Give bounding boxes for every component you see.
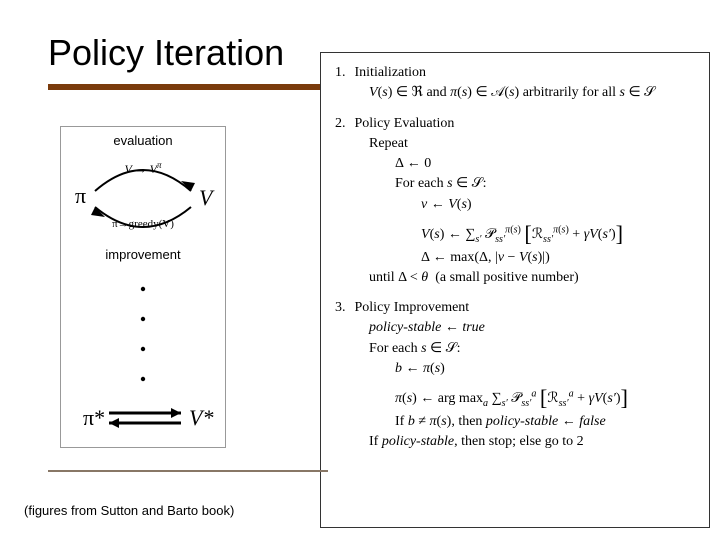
improve-map-label: π→greedy(V) bbox=[112, 218, 174, 230]
evaluation-label: evaluation bbox=[113, 133, 172, 148]
step-3-last: If policy-stable, then stop; else go to … bbox=[369, 432, 699, 452]
step-2-repeat: Repeat bbox=[369, 134, 699, 154]
step-2-vgets: v ← V(s) bbox=[421, 195, 699, 215]
figure-credit: (figures from Sutton and Barto book) bbox=[24, 503, 234, 518]
step-1-body: V(s) ∈ ℜ and π(s) ∈ 𝒜(s) arbitrarily for… bbox=[369, 83, 699, 103]
dot bbox=[141, 377, 145, 381]
dot bbox=[141, 317, 145, 321]
step-2-until: until Δ < θ (a small positive number) bbox=[369, 268, 699, 288]
step-3-if: If b ≠ π(s), then policy-stable ← false bbox=[395, 412, 699, 432]
bottom-rule bbox=[48, 470, 328, 472]
step-2-header: 2. Policy Evaluation bbox=[335, 114, 699, 134]
policy-iteration-diagram: evaluation V → Vπ π V π→greedy(V) improv… bbox=[60, 126, 226, 448]
step-2-title: Policy Evaluation bbox=[355, 116, 455, 131]
step-3-title: Policy Improvement bbox=[355, 300, 470, 315]
pi-node: π bbox=[75, 183, 86, 208]
step-2-delta0: Δ ← 0 bbox=[395, 154, 699, 174]
dot bbox=[141, 347, 145, 351]
improvement-label: improvement bbox=[105, 247, 181, 262]
algorithm-box: 1. Initialization V(s) ∈ ℜ and π(s) ∈ 𝒜(… bbox=[320, 52, 710, 528]
diagram-svg: evaluation V → Vπ π V π→greedy(V) improv… bbox=[61, 127, 225, 447]
step-2-num: 2. bbox=[335, 114, 351, 134]
step-1-num: 1. bbox=[335, 63, 351, 83]
step-3-stable: policy-stable ← true bbox=[369, 318, 699, 338]
v-node: V bbox=[199, 185, 215, 210]
step-2-deltamax: Δ ← max(Δ, |v − V(s)|) bbox=[421, 248, 699, 268]
title-underline bbox=[48, 84, 356, 90]
step-2-foreach: For each s ∈ 𝒮: bbox=[395, 174, 699, 194]
step-3-argmax: π(s) ← arg maxa ∑s′ 𝒫ss′a [ℛss′a + γV(s′… bbox=[395, 379, 699, 411]
step-3-bgets: b ← π(s) bbox=[395, 359, 699, 379]
slide: Policy Iteration evaluation V → Vπ π V π… bbox=[0, 0, 720, 540]
step-3-num: 3. bbox=[335, 298, 351, 318]
step-3-header: 3. Policy Improvement bbox=[335, 298, 699, 318]
step-1: 1. Initialization V(s) ∈ ℜ and π(s) ∈ 𝒜(… bbox=[335, 63, 699, 104]
pi-star-node: π* bbox=[83, 405, 105, 430]
converge-arrowhead-left bbox=[109, 418, 119, 428]
step-2: 2. Policy Evaluation Repeat Δ ← 0 For ea… bbox=[335, 114, 699, 289]
converge-arrowhead-right bbox=[171, 408, 181, 418]
step-3: 3. Policy Improvement policy-stable ← tr… bbox=[335, 298, 699, 452]
step-3-foreach: For each s ∈ 𝒮: bbox=[369, 339, 699, 359]
dot bbox=[141, 287, 145, 291]
step-2-update: V(s) ← ∑s′ 𝒫ss′π(s) [ℛss′π(s) + γV(s′)] bbox=[421, 215, 699, 247]
eval-map-label: V → Vπ bbox=[125, 160, 162, 176]
step-1-header: 1. Initialization bbox=[335, 63, 699, 83]
page-title: Policy Iteration bbox=[48, 32, 284, 74]
v-star-node: V* bbox=[189, 405, 213, 430]
step-1-title: Initialization bbox=[355, 65, 427, 80]
